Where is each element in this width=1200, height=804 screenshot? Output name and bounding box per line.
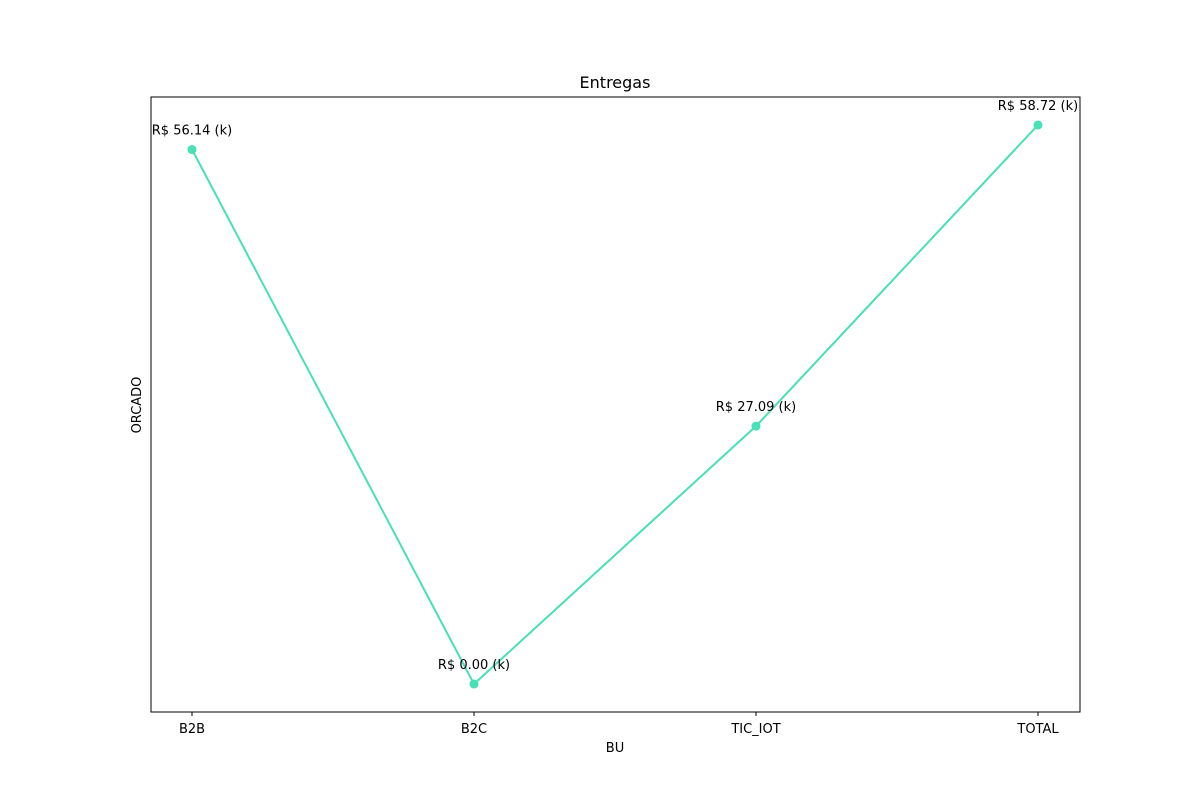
x-tick-label: B2C (461, 722, 487, 737)
data-label: R$ 58.72 (k) (998, 99, 1078, 114)
data-label: R$ 0.00 (k) (438, 658, 510, 673)
data-label: R$ 56.14 (k) (152, 124, 232, 139)
x-tick-label: B2B (179, 722, 205, 737)
series-line (191, 124, 1039, 686)
data-point (469, 679, 479, 689)
x-axis-label: BU (606, 741, 624, 756)
plot-frame (150, 96, 1081, 713)
plot-area: B2B B2C TIC_IOT TOTAL R$ 56.14 (k) R$ 0.00 (k… (152, 99, 1078, 737)
data-point (751, 421, 761, 431)
x-tick-label: TIC_IOT (730, 722, 780, 737)
y-axis-label: ORCADO (130, 377, 145, 434)
data-point (1033, 120, 1043, 130)
data-point (187, 145, 197, 155)
data-label: R$ 27.09 (k) (716, 400, 796, 415)
chart-title: Entregas (580, 73, 651, 92)
x-tick-label: TOTAL (1016, 722, 1059, 737)
